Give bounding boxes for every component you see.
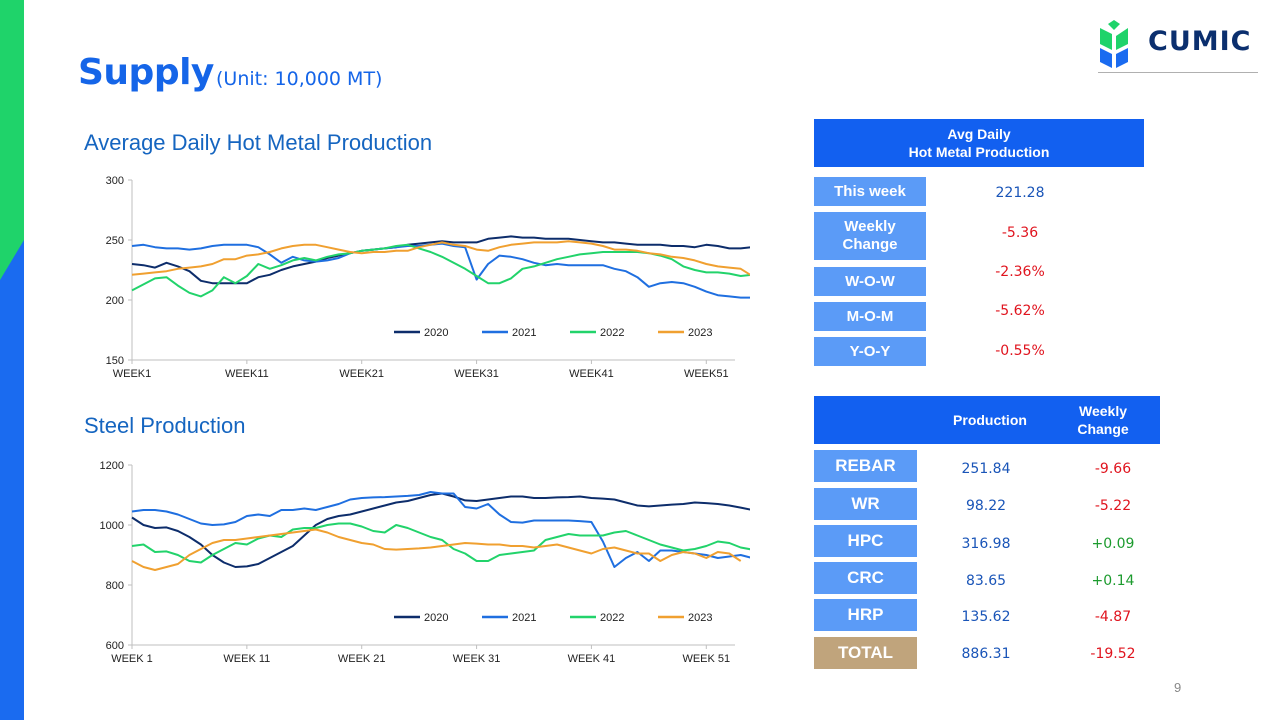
- x-tick-label: WEEK51: [684, 368, 729, 380]
- production-rebar: 251.84: [961, 461, 1011, 477]
- change-total: -19.52: [1090, 646, 1136, 662]
- production-wr: 98.22: [965, 498, 1007, 514]
- series-line-2022: [131, 522, 750, 564]
- change-hpc: +0.09: [1091, 536, 1135, 552]
- row-label-crc: CRC: [814, 562, 917, 594]
- production-total: 886.31: [961, 646, 1011, 662]
- y-tick-label: 300: [106, 175, 124, 187]
- logo-text: CUMIC: [1148, 26, 1252, 57]
- change-rebar: -9.66: [1094, 461, 1132, 477]
- x-tick-label: WEEK 11: [223, 653, 270, 665]
- change-wr: -5.22: [1094, 498, 1132, 514]
- value-mom: -5.62%: [995, 303, 1045, 319]
- series-line-2020: [131, 492, 750, 568]
- legend-label-2022: 2022: [600, 327, 624, 339]
- row-label-yoy: Y-O-Y: [814, 337, 926, 366]
- legend-label-2021: 2021: [512, 327, 536, 339]
- hot-metal-chart: 150 200 250 300 WEEK1 WEEK11 WEEK21 WEEK31 WEEK4…: [106, 175, 750, 380]
- y-tick-label: 1200: [100, 460, 124, 472]
- y-tick-label: 150: [106, 355, 124, 367]
- production-hrp: 135.62: [961, 609, 1011, 625]
- legend-label-2022: 2022: [600, 612, 624, 624]
- x-tick-label: WEEK 21: [338, 653, 386, 665]
- y-tick-label: 250: [106, 235, 124, 247]
- unit-label: (Unit: 10,000 MT): [216, 68, 383, 90]
- row-label-total: TOTAL: [814, 637, 917, 669]
- page-number: 9: [1174, 680, 1182, 695]
- x-tick-label: WEEK11: [225, 368, 269, 380]
- value-wow: -2.36%: [995, 264, 1045, 280]
- series-line-2021: [131, 491, 750, 568]
- hot-metal-chart-title: Average Daily Hot Metal Production: [84, 130, 433, 155]
- y-tick-label: 1000: [100, 520, 124, 532]
- change-crc: +0.14: [1091, 573, 1135, 589]
- row-label-rebar: REBAR: [814, 450, 917, 482]
- sidebar-accent: [0, 0, 24, 720]
- x-tick-label: WEEK31: [454, 368, 499, 380]
- header-weekly-change: Weekly Change: [1077, 403, 1129, 437]
- row-label-this-week: This week: [814, 177, 926, 206]
- series-line-2021: [131, 242, 750, 299]
- production-crc: 83.65: [965, 573, 1007, 589]
- steel-table-header-bar: [814, 396, 1160, 444]
- legend-label-2020: 2020: [424, 327, 448, 339]
- row-label-weekly-change: Weekly Change: [814, 212, 926, 260]
- value-weekly-change: -5.36: [1001, 225, 1039, 241]
- legend-label-2023: 2023: [688, 612, 712, 624]
- x-tick-label: WEEK 31: [453, 653, 501, 665]
- change-hrp: -4.87: [1094, 609, 1132, 625]
- series-line-2022: [131, 243, 750, 298]
- legend-label-2020: 2020: [424, 612, 448, 624]
- production-hpc: 316.98: [961, 536, 1011, 552]
- x-tick-label: WEEK1: [113, 368, 152, 380]
- x-tick-label: WEEK 51: [682, 653, 730, 665]
- hot-metal-table-header: Avg Daily Hot Metal Production: [814, 119, 1144, 167]
- value-yoy: -0.55%: [995, 343, 1045, 359]
- y-tick-label: 200: [106, 295, 124, 307]
- y-tick-label: 600: [106, 640, 124, 652]
- row-label-hrp: HRP: [814, 599, 917, 631]
- legend-label-2021: 2021: [512, 612, 536, 624]
- x-tick-label: WEEK 41: [568, 653, 616, 665]
- row-label-hpc: HPC: [814, 525, 917, 557]
- row-label-wr: WR: [814, 488, 917, 520]
- row-label-wow: W-O-W: [814, 267, 926, 296]
- header-production: Production: [953, 412, 1027, 428]
- legend-label-2023: 2023: [688, 327, 712, 339]
- y-tick-label: 800: [106, 580, 124, 592]
- x-tick-label: WEEK 1: [111, 653, 153, 665]
- x-tick-label: WEEK21: [339, 368, 384, 380]
- x-tick-label: WEEK41: [569, 368, 614, 380]
- series-line-2023: [131, 240, 750, 276]
- series-line-2023: [131, 528, 742, 571]
- steel-chart-title: Steel Production: [84, 413, 246, 438]
- value-this-week: 221.28: [995, 185, 1045, 201]
- steel-chart: 600 800 1000 1200 WEEK 1 WEEK 11 WEEK 21 WEEK 3…: [100, 460, 750, 665]
- logo-divider: [1098, 72, 1258, 73]
- cumic-logo-icon: [1100, 20, 1128, 68]
- page-title: Supply: [78, 52, 214, 93]
- row-label-mom: M-O-M: [814, 302, 926, 331]
